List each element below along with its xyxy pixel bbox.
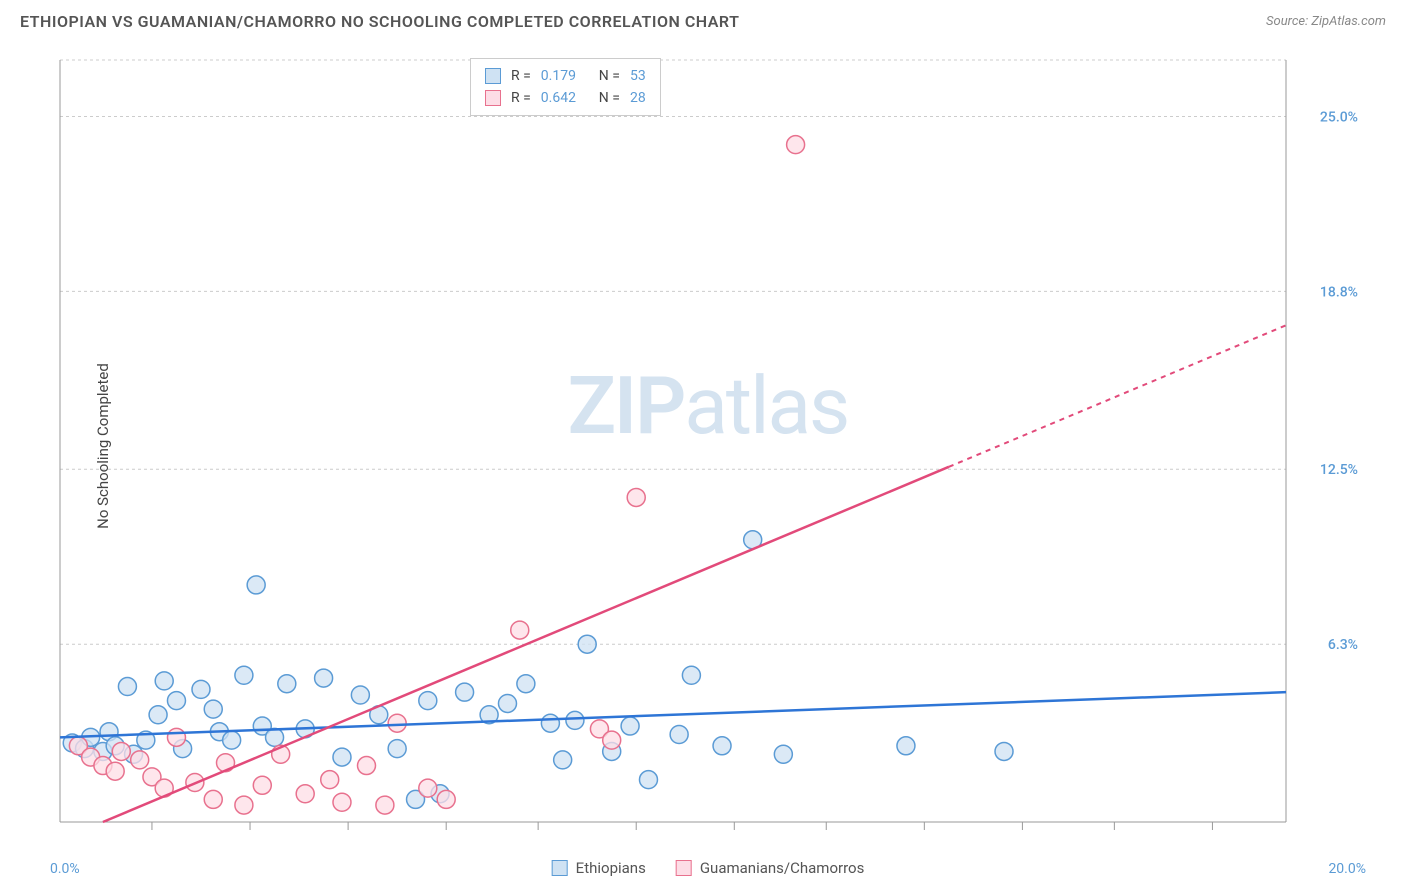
- data-point: [155, 672, 173, 690]
- data-point: [167, 692, 185, 710]
- data-point: [204, 790, 222, 808]
- legend-r-value: 0.179: [541, 68, 589, 84]
- y-tick-label: 6.3%: [1328, 637, 1358, 653]
- legend-series-item: Ethiopians: [552, 859, 646, 877]
- data-point: [235, 666, 253, 684]
- data-point: [554, 751, 572, 769]
- legend-series: Ethiopians Guamanians/Chamorros: [552, 859, 865, 877]
- data-point: [266, 728, 284, 746]
- data-point: [192, 680, 210, 698]
- data-point: [566, 711, 584, 729]
- legend-r-value: 0.642: [541, 90, 589, 106]
- data-point: [627, 488, 645, 506]
- data-point: [106, 762, 124, 780]
- legend-n-label: N =: [599, 68, 620, 84]
- chart-area: No Schooling Completed ZIPatlas 6.3%12.5…: [50, 50, 1366, 842]
- data-point: [112, 742, 130, 760]
- data-point: [419, 779, 437, 797]
- data-point: [541, 714, 559, 732]
- chart-title: ETHIOPIAN VS GUAMANIAN/CHAMORRO NO SCHOO…: [20, 12, 739, 31]
- legend-n-label: N =: [599, 90, 620, 106]
- data-point: [131, 751, 149, 769]
- legend-series-label: Guamanians/Chamorros: [700, 859, 864, 877]
- legend-r-label: R =: [511, 90, 531, 106]
- data-point: [388, 714, 406, 732]
- data-point: [358, 757, 376, 775]
- data-point: [603, 731, 621, 749]
- legend-stat-row: R = 0.179 N = 53: [485, 65, 646, 87]
- data-point: [995, 742, 1013, 760]
- data-point: [774, 745, 792, 763]
- data-point: [149, 706, 167, 724]
- data-point: [456, 683, 474, 701]
- x-min-label: 0.0%: [50, 861, 80, 877]
- data-point: [578, 635, 596, 653]
- legend-r-label: R =: [511, 68, 531, 84]
- legend-series-item: Guamanians/Chamorros: [676, 859, 864, 877]
- data-point: [419, 692, 437, 710]
- data-point: [498, 694, 516, 712]
- data-point: [621, 717, 639, 735]
- scatter-chart: 6.3% 12.5% 18.8% 25.0%: [50, 50, 1366, 842]
- legend-series-label: Ethiopians: [576, 859, 646, 877]
- legend-stat-row: R = 0.642 N = 28: [485, 87, 646, 109]
- y-tick-label: 25.0%: [1320, 109, 1358, 125]
- data-point: [351, 686, 369, 704]
- trend-line-extrapolated: [949, 325, 1286, 467]
- data-point: [118, 678, 136, 696]
- data-point: [321, 771, 339, 789]
- legend-n-value: 53: [630, 68, 646, 84]
- data-point: [511, 621, 529, 639]
- y-axis-label: No Schooling Completed: [94, 363, 112, 529]
- data-point: [278, 675, 296, 693]
- data-point: [333, 748, 351, 766]
- data-point: [639, 771, 657, 789]
- legend-swatch: [676, 860, 692, 876]
- data-point: [787, 136, 805, 154]
- data-point: [517, 675, 535, 693]
- data-point: [235, 796, 253, 814]
- data-point: [388, 740, 406, 758]
- data-point: [376, 796, 394, 814]
- data-point: [253, 776, 271, 794]
- data-point: [897, 737, 915, 755]
- y-tick-label: 12.5%: [1320, 462, 1358, 478]
- legend-swatch: [485, 90, 501, 106]
- data-point: [713, 737, 731, 755]
- data-point: [296, 785, 314, 803]
- source-label: Source: ZipAtlas.com: [1266, 14, 1386, 29]
- data-point: [682, 666, 700, 684]
- data-point: [315, 669, 333, 687]
- data-point: [333, 793, 351, 811]
- data-point: [670, 726, 688, 744]
- legend-swatch: [552, 860, 568, 876]
- legend-swatch: [485, 68, 501, 84]
- y-tick-label: 18.8%: [1320, 284, 1358, 300]
- data-point: [223, 731, 241, 749]
- data-point: [167, 728, 185, 746]
- data-point: [247, 576, 265, 594]
- legend-n-value: 28: [630, 90, 646, 106]
- data-point: [437, 790, 455, 808]
- x-max-label: 20.0%: [1328, 861, 1366, 877]
- data-point: [204, 700, 222, 718]
- legend-stats: R = 0.179 N = 53 R = 0.642 N = 28: [470, 58, 661, 116]
